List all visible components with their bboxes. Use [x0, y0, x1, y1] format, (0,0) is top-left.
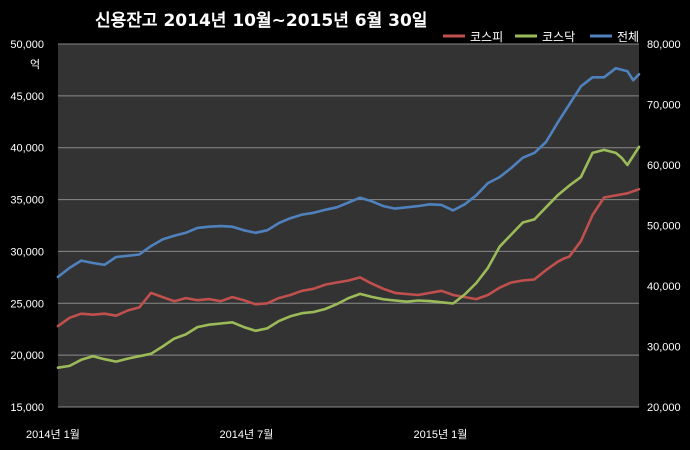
- left-tick-label: 50,000: [10, 39, 44, 51]
- legend-label-0: 코스피: [470, 30, 503, 44]
- legend-label-1: 코스닥: [542, 30, 575, 44]
- right-tick-label: 80,000: [647, 39, 681, 51]
- right-tick-label: 70,000: [647, 100, 681, 112]
- left-tick-label: 35,000: [10, 195, 44, 207]
- plot-area: [58, 44, 639, 407]
- right-tick-label: 50,000: [647, 221, 681, 233]
- gridlines: [58, 43, 639, 408]
- series-line-0: [56, 187, 641, 328]
- left-tick-label: 30,000: [10, 246, 44, 258]
- legend: 코스피 코스닥 전체: [443, 30, 639, 44]
- left-tick-label: 15,000: [10, 402, 44, 414]
- right-tick-label: 20,000: [647, 402, 681, 414]
- left-tick-label: 40,000: [10, 143, 44, 155]
- x-axis-labels: 2014년 1월 2014년 7월 2015년 1월: [26, 428, 467, 441]
- left-tick-label: 25,000: [10, 298, 44, 310]
- x-tick-label: 2014년 7월: [219, 428, 273, 441]
- legend-label-2: 전체: [617, 30, 639, 44]
- left-tick-label: 20,000: [10, 350, 44, 362]
- series-line-2: [56, 66, 641, 279]
- chart-title: 신용잔고 2014년 10월~2015년 6월 30일: [95, 11, 427, 31]
- right-tick-label: 40,000: [647, 281, 681, 293]
- right-tick-label: 30,000: [647, 342, 681, 354]
- x-tick-label: 2014년 1월: [26, 428, 80, 441]
- right-axis-ticks: 20,000 30,000 40,000 50,000 60,000 70,000 80,0…: [647, 39, 681, 414]
- left-tick-label: 45,000: [10, 91, 44, 103]
- right-tick-label: 60,000: [647, 160, 681, 172]
- left-axis-ticks: 15,000 20,000 25,000 30,000 35,000 40,000 45,0…: [10, 39, 44, 414]
- left-axis-unit: 억: [30, 58, 40, 71]
- series-line-1: [56, 145, 641, 370]
- series-lines: [56, 66, 641, 370]
- x-tick-label: 2015년 1월: [414, 428, 468, 441]
